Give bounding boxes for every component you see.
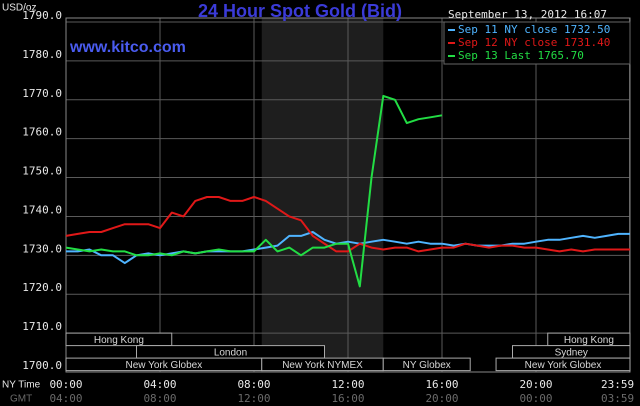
session-label: Hong Kong <box>564 335 614 346</box>
y-tick-label: 1740.0 <box>22 203 62 216</box>
x-tick-label: 20:00 <box>519 378 552 391</box>
y-tick-label: 1780.0 <box>22 48 62 61</box>
y-tick-label: 1790.0 <box>22 9 62 22</box>
x-axis-label: NY Time <box>2 380 41 391</box>
x2-tick-label: 20:00 <box>425 392 458 405</box>
y-tick-label: 1700.0 <box>22 359 62 372</box>
x2-tick-label: 08:00 <box>143 392 176 405</box>
session-label: New York Globex <box>525 360 602 371</box>
x2-tick-label: 00:00 <box>519 392 552 405</box>
plot-frame <box>65 17 631 373</box>
session-box <box>495 357 631 372</box>
x-tick-label: 08:00 <box>237 378 270 391</box>
x-tick-label: 00:00 <box>49 378 82 391</box>
x-tick-label: 04:00 <box>143 378 176 391</box>
legend-box <box>443 21 631 65</box>
y-axis-label: USD/oz <box>2 3 36 14</box>
session-label: Sydney <box>555 348 588 359</box>
y-tick-label: 1730.0 <box>22 242 62 255</box>
y-tick-label: 1770.0 <box>22 87 62 100</box>
legend-label: Sep 13 Last 1765.70 <box>458 49 584 62</box>
legend-label: Sep 12 NY close 1731.40 <box>458 36 610 49</box>
x2-tick-label: 03:59 <box>601 392 634 405</box>
x-tick-label: 23:59 <box>601 378 634 391</box>
session-label: New York Globex <box>126 360 203 371</box>
timestamp: September 13, 2012 16:07 <box>448 8 607 21</box>
session-label: New York NYMEX <box>282 360 363 371</box>
session-label: NY Globex <box>403 360 451 371</box>
x2-tick-label: 04:00 <box>49 392 82 405</box>
series-line <box>66 231 630 265</box>
series-line <box>65 94 443 288</box>
y-tick-label: 1710.0 <box>22 320 62 333</box>
x2-axis-label: GMT <box>10 394 32 405</box>
highlight-region <box>261 18 384 372</box>
x-tick-label: 16:00 <box>425 378 458 391</box>
website: www.kitco.com <box>69 39 186 56</box>
session-label: Hong Kong <box>94 335 144 346</box>
x2-tick-label: 16:00 <box>331 392 364 405</box>
session-box <box>382 357 471 372</box>
series-line <box>65 196 630 253</box>
session-box <box>65 332 173 347</box>
y-tick-label: 1760.0 <box>22 126 62 139</box>
x2-tick-label: 12:00 <box>237 392 270 405</box>
session-label: London <box>214 348 247 359</box>
x-tick-label: 12:00 <box>331 378 364 391</box>
y-tick-label: 1720.0 <box>22 281 62 294</box>
chart-title: 24 Hour Spot Gold (Bid) <box>198 1 402 21</box>
legend-label: Sep 11 NY close 1732.50 <box>458 23 610 36</box>
y-tick-label: 1750.0 <box>22 165 62 178</box>
